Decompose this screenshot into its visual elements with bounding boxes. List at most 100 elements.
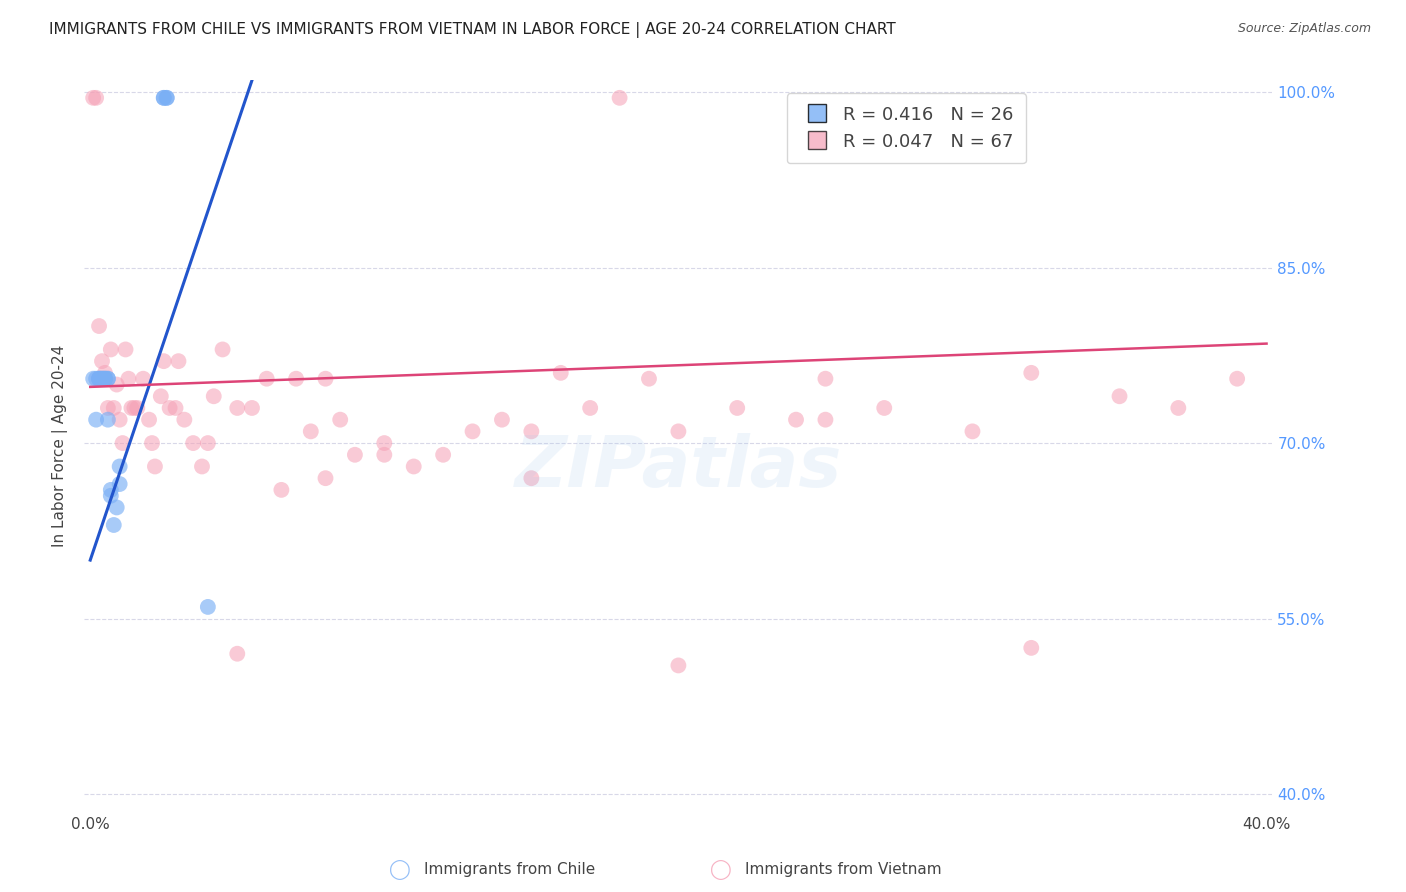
Point [491,412,513,426]
Point [181,436,204,450]
Point [299,425,322,439]
Point [105,500,128,515]
Text: ZIPatlas: ZIPatlas [515,434,842,502]
Point [152,91,174,105]
Text: ◯: ◯ [710,860,733,880]
Point [197,599,219,614]
Point [87,372,110,386]
Point [82,91,104,105]
Point [579,401,602,415]
Point [100,343,122,357]
Point [725,401,748,415]
Point [108,459,131,474]
Point [105,377,128,392]
Point [461,425,484,439]
Point [91,372,114,386]
Point [270,483,292,497]
Point [87,372,110,386]
Point [97,372,120,386]
Point [1019,366,1042,380]
Point [814,372,837,386]
Point [108,412,131,426]
Point [143,459,166,474]
Point [117,372,139,386]
Point [173,412,195,426]
Point [87,319,110,334]
Point [873,401,896,415]
Point [550,366,572,380]
Point [202,389,225,403]
Point [94,372,117,386]
Point [138,412,160,426]
Point [97,401,120,415]
Point [100,483,122,497]
Point [285,372,308,386]
Point [94,372,117,386]
Legend: R = 0.416   N = 26, R = 0.047   N = 67: R = 0.416 N = 26, R = 0.047 N = 67 [787,93,1026,163]
Point [343,448,366,462]
Point [1108,389,1130,403]
Point [1226,372,1249,386]
Point [520,471,543,485]
Point [152,91,174,105]
Text: Immigrants from Vietnam: Immigrants from Vietnam [745,863,942,877]
Point [240,401,263,415]
Point [84,412,107,426]
Point [84,91,107,105]
Point [814,412,837,426]
Point [120,401,142,415]
Point [97,372,120,386]
Point [91,372,114,386]
Point [103,401,125,415]
Text: Immigrants from Chile: Immigrants from Chile [425,863,595,877]
Point [520,425,543,439]
Point [962,425,984,439]
Text: ◯: ◯ [389,860,411,880]
Text: IMMIGRANTS FROM CHILE VS IMMIGRANTS FROM VIETNAM IN LABOR FORCE | AGE 20-24 CORR: IMMIGRANTS FROM CHILE VS IMMIGRANTS FROM… [49,22,896,38]
Point [256,372,278,386]
Point [141,436,163,450]
Y-axis label: In Labor Force | Age 20-24: In Labor Force | Age 20-24 [52,345,69,547]
Point [1019,640,1042,655]
Point [114,343,136,357]
Point [103,518,125,533]
Point [373,448,395,462]
Point [226,401,249,415]
Point [315,372,337,386]
Point [132,372,155,386]
Point [111,436,134,450]
Point [87,372,110,386]
Point [668,658,690,673]
Point [197,436,219,450]
Point [785,412,807,426]
Point [97,412,120,426]
Point [100,489,122,503]
Point [156,91,179,105]
Point [432,448,454,462]
Point [127,401,149,415]
Point [94,372,117,386]
Text: Source: ZipAtlas.com: Source: ZipAtlas.com [1237,22,1371,36]
Point [373,436,395,450]
Point [156,91,179,105]
Point [108,477,131,491]
Point [315,471,337,485]
Point [402,459,425,474]
Point [329,412,352,426]
Point [159,401,181,415]
Point [165,401,187,415]
Point [149,389,172,403]
Point [638,372,661,386]
Point [668,425,690,439]
Point [84,372,107,386]
Point [1167,401,1189,415]
Point [211,343,233,357]
Point [167,354,190,368]
Point [94,366,117,380]
Point [91,372,114,386]
Point [191,459,214,474]
Point [124,401,146,415]
Point [226,647,249,661]
Point [609,91,631,105]
Point [82,372,104,386]
